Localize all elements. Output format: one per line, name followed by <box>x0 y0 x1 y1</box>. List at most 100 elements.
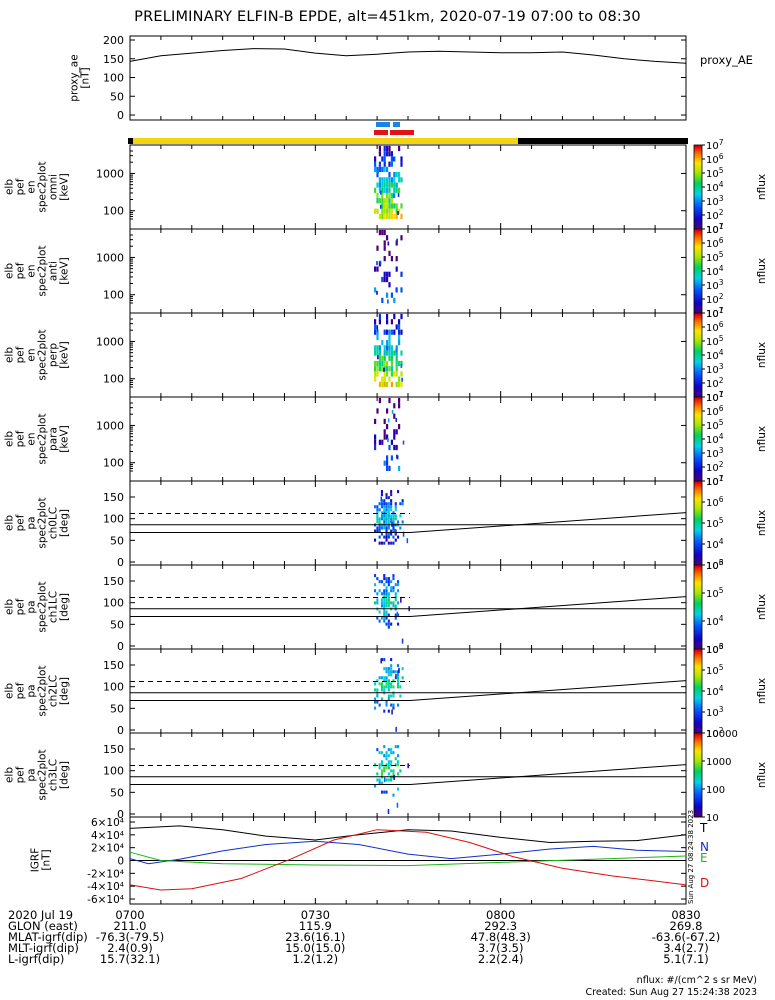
pa-ch2-cell <box>398 667 400 673</box>
spec-perp-cell <box>388 376 391 382</box>
spec-omni-cell <box>374 208 377 214</box>
pa-ch2-ytick-label: 100 <box>103 681 124 694</box>
proxy-ae-ytick-label: 50 <box>110 90 124 103</box>
pa-ch0-ytick-label: 100 <box>103 513 124 526</box>
spec-omni-colorbar-seg <box>694 192 702 195</box>
spec-omni-cell <box>388 172 391 178</box>
pa-ch1-cell <box>387 604 390 608</box>
pa-ch1-cell <box>383 583 386 587</box>
spec-para-colorbar-seg <box>694 401 702 404</box>
spec-para-ylabel: [keV] <box>59 425 71 453</box>
pa-ch0-colorbar-seg <box>694 507 702 510</box>
pa-ch1-cell <box>383 616 386 620</box>
spec-omni-colorbar-seg <box>694 226 702 229</box>
spec-omni-colorbar-seg <box>694 168 702 171</box>
pa-ch0-cell <box>401 520 404 524</box>
pa-ch1-cell <box>383 610 386 614</box>
spec-omni-ylabel: pef <box>15 178 27 195</box>
spec-anti-colorbar-seg <box>694 279 702 282</box>
pa-ch1-cell <box>392 574 395 578</box>
spec-omni-colorbar-seg <box>694 167 702 170</box>
spec-anti-cell <box>388 250 391 257</box>
spec-omni-cell <box>376 182 379 188</box>
spec-omni-cell <box>395 203 398 209</box>
pa-ch1-colorbar-seg <box>694 635 702 637</box>
pa-ch0-colorbar-seg <box>694 552 702 555</box>
pa-ch2-cell <box>397 673 400 677</box>
spec-omni-colorbar-seg <box>694 195 702 198</box>
spec-perp-ylabel: en <box>26 348 38 361</box>
spec-anti-colorbar-seg <box>694 271 702 273</box>
pa-ch1-cell <box>394 598 397 602</box>
pa-ch0-cell <box>376 508 379 512</box>
proxy-ae-line <box>129 48 687 64</box>
pa-ch1-colorbar-seg <box>694 597 702 600</box>
spec-para-cell <box>393 434 396 440</box>
spec-omni-cell <box>400 203 403 209</box>
spec-omni-cell <box>388 203 391 209</box>
pa-ch2-cell <box>387 688 390 692</box>
pa-ch3-colorbar-seg <box>694 766 702 769</box>
pa-ch2-ytick-label: 150 <box>103 659 124 672</box>
spec-anti-colorbar-seg <box>694 285 702 287</box>
spec-omni-colorbar-seg <box>694 160 702 163</box>
pa-ch0-cell <box>385 508 388 512</box>
spec-perp-cell <box>390 371 393 377</box>
pa-ch2-cell <box>391 709 393 715</box>
spec-anti-cell <box>383 256 386 262</box>
spec-para-colorbar-seg <box>694 406 702 409</box>
spec-omni-cell <box>381 166 384 173</box>
pa-ch1-ylabel: spec2plot <box>37 581 49 632</box>
pa-ch2-cell <box>385 685 388 689</box>
pa-ch2-cell <box>387 682 390 686</box>
spec-perp-colorbar-seg <box>694 374 702 377</box>
pa-ch0-colorbar-seg <box>694 482 702 485</box>
pa-ch2-colorbar-seg <box>694 654 702 657</box>
spec-omni-colorbar-seg <box>694 146 702 149</box>
pa-ch0-cell <box>380 511 383 515</box>
spec-para-colorbar-seg <box>694 413 702 416</box>
pa-ch3-cell <box>385 763 388 767</box>
pa-ch3-colorbar-seg <box>694 756 702 759</box>
pa-ch3-cell <box>397 760 400 764</box>
pa-ch3-ylabel: pef <box>15 766 27 783</box>
pa-ch2-ylabel: ch2LC <box>48 675 60 707</box>
spec-anti-colorbar-seg <box>694 231 702 234</box>
spec-perp-cell <box>393 350 396 356</box>
pa-ch1-cell <box>390 586 393 590</box>
spec-perp-colorbar-title: nflux <box>756 342 768 368</box>
spec-perp-cell <box>401 377 403 382</box>
pa-ch3-colorbar-title: nflux <box>756 762 768 788</box>
pa-ch0-colorbar-seg <box>694 502 702 504</box>
spec-para-colorbar-seg <box>694 405 702 408</box>
spec-para-colorbar-label: 102 <box>706 460 724 474</box>
spec-perp-colorbar-seg <box>694 320 702 322</box>
pa-ch2-cell <box>376 688 379 692</box>
pa-ch0-colorbar-seg <box>694 506 702 509</box>
spec-perp-cell <box>374 324 377 330</box>
spec-anti-colorbar-seg <box>694 251 702 254</box>
spec-para-colorbar-seg <box>694 476 702 479</box>
spec-para-colorbar-seg <box>694 426 702 429</box>
spec-omni-cell <box>378 166 381 173</box>
pa-ch3-colorbar-seg <box>694 763 702 766</box>
pa-ch2-colorbar-seg <box>694 685 702 688</box>
spec-perp-colorbar-label: 102 <box>706 376 724 390</box>
spec-omni-cell <box>390 161 393 167</box>
pa-ch2-colorbar-seg <box>694 696 702 699</box>
pa-ch0-cell <box>390 514 393 518</box>
spec-omni-cell <box>383 177 386 183</box>
spec-omni-cell <box>376 198 379 204</box>
pa-ch0-cell <box>399 526 402 530</box>
pa-ch3-colorbar-seg <box>694 761 702 763</box>
pa-ch2-colorbar-seg <box>694 723 702 726</box>
spec-perp-cell <box>398 329 401 335</box>
pa-ch0-cell <box>378 502 381 506</box>
pa-ch1-cell <box>392 577 395 581</box>
spec-omni-frame <box>129 144 687 230</box>
spec-omni-cell <box>388 198 391 204</box>
spec-anti-cell <box>388 282 391 288</box>
spec-omni-cell <box>377 169 380 174</box>
pa-ch2-cell <box>383 658 386 662</box>
